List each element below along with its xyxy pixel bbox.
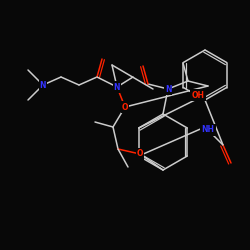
Text: N: N xyxy=(40,80,46,90)
Text: O: O xyxy=(122,102,128,112)
Text: O: O xyxy=(137,150,143,158)
Text: N: N xyxy=(165,84,171,94)
Text: N: N xyxy=(114,82,120,92)
Text: OH: OH xyxy=(192,90,204,100)
Text: NH: NH xyxy=(202,126,214,134)
